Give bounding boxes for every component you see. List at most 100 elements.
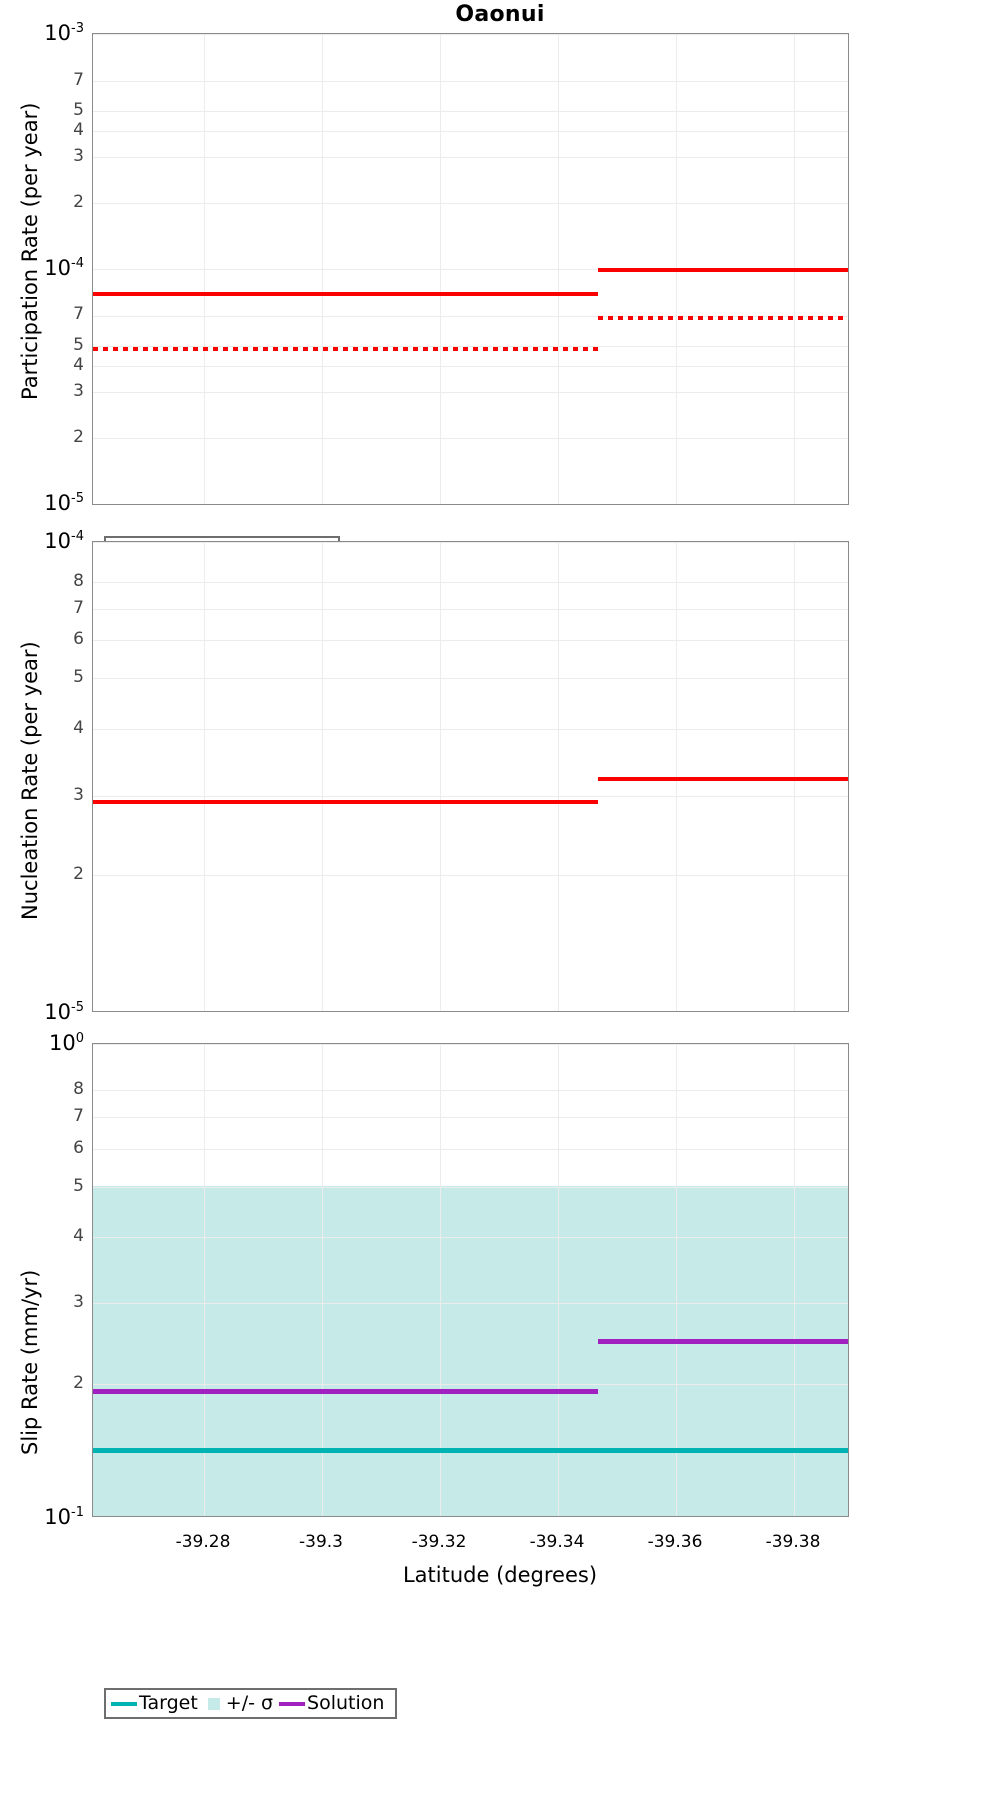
panel2-ytick-4e-5: 4 bbox=[73, 718, 84, 738]
panel3-plot-area bbox=[92, 1043, 849, 1517]
panel1-ytick-5e-4: 5 bbox=[73, 100, 84, 120]
band-patch-icon bbox=[207, 1697, 220, 1710]
panel2-ytick-2e-5: 2 bbox=[73, 864, 84, 884]
gridline bbox=[93, 34, 848, 35]
gridline bbox=[558, 1044, 559, 1516]
gridline bbox=[93, 1237, 848, 1238]
gridline bbox=[440, 542, 441, 1011]
panel1-ytick-4e-4: 4 bbox=[73, 120, 84, 140]
panel3-ytick-1e0: 100 bbox=[48, 1031, 84, 1055]
panel3-ytick-1e-1: 10-1 bbox=[44, 1505, 84, 1529]
gridline bbox=[93, 203, 848, 204]
legend-entry-solution: Solution bbox=[279, 1694, 390, 1713]
xtick-label: -39.32 bbox=[411, 1532, 467, 1552]
series-supra-seis-segment-2 bbox=[598, 268, 848, 272]
gridline bbox=[93, 392, 848, 393]
gridline bbox=[204, 34, 205, 504]
panel1-ytick-3e-5: 3 bbox=[73, 381, 84, 401]
gridline bbox=[93, 316, 848, 317]
panel3-legend: Target +/- σ Solution bbox=[104, 1688, 398, 1719]
panel3-ytick-8: 8 bbox=[73, 1079, 84, 1099]
legend-label: +/- σ bbox=[225, 1692, 274, 1714]
legend-label: Solution bbox=[307, 1692, 385, 1714]
panel2-ytick-1e-4: 10-4 bbox=[44, 529, 84, 553]
series-m7-segment-2 bbox=[598, 316, 848, 320]
panel3-ytick-7: 7 bbox=[73, 1106, 84, 1126]
gridline bbox=[440, 1044, 441, 1516]
gridline bbox=[93, 1187, 848, 1188]
panel1-ytick-2e-4: 2 bbox=[73, 192, 84, 212]
gridline bbox=[93, 542, 848, 543]
panel1-ytick-2e-5: 2 bbox=[73, 427, 84, 447]
gridline bbox=[558, 542, 559, 1011]
panel1-ytick-7e-5: 7 bbox=[73, 304, 84, 324]
gridline bbox=[676, 542, 677, 1011]
gridline bbox=[322, 34, 323, 504]
gridline bbox=[93, 81, 848, 82]
panel3-ytick-2: 2 bbox=[73, 1373, 84, 1393]
gridline bbox=[204, 542, 205, 1011]
series-solution-segment-1 bbox=[93, 1389, 598, 1394]
page-title: Oaonui bbox=[455, 2, 545, 27]
series-solution-segment-2 bbox=[598, 1339, 848, 1344]
series-target-line bbox=[93, 1448, 848, 1453]
gridline bbox=[676, 1044, 677, 1516]
legend-entry-target: Target bbox=[111, 1694, 204, 1713]
gridline bbox=[93, 875, 848, 876]
gridline bbox=[93, 640, 848, 641]
x-axis-label: Latitude (degrees) bbox=[402, 1563, 598, 1587]
gridline bbox=[93, 729, 848, 730]
xtick-label: -39.36 bbox=[647, 1532, 703, 1552]
gridline bbox=[794, 542, 795, 1011]
xtick-label: -39.3 bbox=[299, 1532, 343, 1552]
panel1-ytick-4e-5: 4 bbox=[73, 355, 84, 375]
legend-label: Target bbox=[139, 1692, 198, 1714]
gridline bbox=[93, 131, 848, 132]
panel1-ytick-7e-4: 7 bbox=[73, 70, 84, 90]
panel2-ytick-3e-5: 3 bbox=[73, 785, 84, 805]
gridline bbox=[93, 796, 848, 797]
gridline bbox=[93, 346, 848, 347]
solid-line-icon bbox=[111, 1701, 137, 1706]
gridline bbox=[93, 1011, 848, 1012]
panel1-ytick-5e-5: 5 bbox=[73, 335, 84, 355]
series-solution-nucleation-segment-2 bbox=[598, 777, 848, 781]
panel2-plot-area bbox=[92, 541, 849, 1012]
gridline bbox=[93, 269, 848, 270]
gridline bbox=[93, 1303, 848, 1304]
gridline bbox=[93, 678, 848, 679]
series-supra-seis-segment-1 bbox=[93, 292, 598, 296]
gridline bbox=[93, 1117, 848, 1118]
panel1-ytick-1e-4: 10-4 bbox=[44, 256, 84, 280]
gridline bbox=[93, 609, 848, 610]
gridline bbox=[794, 1044, 795, 1516]
gridline bbox=[204, 1044, 205, 1516]
panel3-ytick-6: 6 bbox=[73, 1138, 84, 1158]
panel2-ytick-8e-5: 8 bbox=[73, 571, 84, 591]
panel3-ytick-4: 4 bbox=[73, 1226, 84, 1246]
legend-entry-sigma: +/- σ bbox=[204, 1694, 279, 1713]
panel2-ytick-7e-5: 7 bbox=[73, 598, 84, 618]
gridline bbox=[93, 157, 848, 158]
panel2-ytick-5e-5: 5 bbox=[73, 667, 84, 687]
series-m7-segment-1 bbox=[93, 347, 598, 351]
gridline bbox=[93, 504, 848, 505]
gridline bbox=[93, 1384, 848, 1385]
gridline bbox=[93, 1090, 848, 1091]
xtick-label: -39.34 bbox=[529, 1532, 585, 1552]
series-solution-nucleation-segment-1 bbox=[93, 800, 598, 804]
xtick-label: -39.38 bbox=[765, 1532, 821, 1552]
gridline bbox=[322, 1044, 323, 1516]
sigma-band bbox=[93, 1186, 848, 1516]
panel1-ytick-3e-4: 3 bbox=[73, 146, 84, 166]
gridline bbox=[558, 34, 559, 504]
gridline bbox=[93, 438, 848, 439]
panel3-ytick-5: 5 bbox=[73, 1176, 84, 1196]
panel1-ytick-1e-3: 10-3 bbox=[44, 21, 84, 45]
gridline bbox=[93, 1044, 848, 1045]
panel1-plot-area bbox=[92, 33, 849, 505]
gridline bbox=[440, 34, 441, 504]
gridline bbox=[93, 582, 848, 583]
gridline bbox=[93, 366, 848, 367]
gridline bbox=[93, 1149, 848, 1150]
